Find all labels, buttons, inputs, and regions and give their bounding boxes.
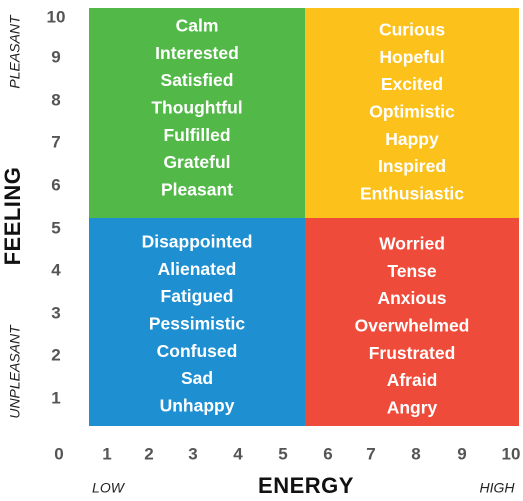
feeling-word: Anxious	[377, 288, 446, 308]
feeling-word: Calm	[176, 16, 219, 36]
feeling-word: Alienated	[158, 259, 237, 279]
feeling-word: Grateful	[163, 152, 230, 172]
feeling-word: Overwhelmed	[355, 316, 470, 336]
feeling-word: Confused	[157, 341, 238, 361]
y-tick-label: 8	[51, 90, 60, 109]
x-tick-label: 5	[278, 444, 287, 463]
y-top-label: PLEASANT	[7, 14, 23, 89]
x-axis-title: ENERGY	[258, 473, 354, 498]
feeling-word: Frustrated	[369, 343, 456, 363]
x-right-label: HIGH	[480, 480, 516, 496]
feeling-word: Thoughtful	[151, 98, 242, 118]
quadrant	[305, 8, 519, 218]
x-tick-label: 4	[233, 444, 243, 463]
x-tick-label: 3	[188, 444, 197, 463]
x-left-label: LOW	[92, 480, 126, 496]
feeling-word: Tense	[387, 261, 437, 281]
y-bottom-label: UNPLEASANT	[7, 324, 23, 419]
x-tick-label: 1	[102, 444, 111, 463]
x-tick-label: 8	[411, 444, 420, 463]
feeling-word: Interested	[155, 43, 239, 63]
x-tick-label: 7	[366, 444, 375, 463]
x-tick-label: 10	[502, 444, 521, 463]
feeling-word: Disappointed	[142, 232, 253, 252]
feeling-word: Fulfilled	[163, 125, 230, 145]
feeling-word: Angry	[387, 397, 438, 417]
feeling-word: Enthusiastic	[360, 183, 464, 203]
feeling-word: Pleasant	[161, 179, 233, 199]
feeling-word: Fatigued	[161, 286, 234, 306]
y-axis-title: FEELING	[0, 167, 25, 266]
feeling-word: Inspired	[378, 156, 446, 176]
origin-tick-label: 0	[54, 444, 63, 463]
feeling-word: Curious	[379, 20, 445, 40]
x-tick-label: 2	[144, 444, 153, 463]
quadrant	[89, 218, 305, 426]
y-tick-label: 7	[51, 132, 60, 151]
y-tick-label: 9	[51, 47, 60, 66]
y-tick-label: 10	[47, 7, 66, 26]
x-tick-label: 6	[323, 444, 332, 463]
quadrant	[89, 8, 305, 218]
feeling-word: Excited	[381, 74, 443, 94]
feeling-word: Hopeful	[379, 47, 444, 67]
y-tick-label: 6	[51, 175, 60, 194]
y-tick-label: 3	[51, 303, 60, 322]
feeling-word: Unhappy	[160, 395, 235, 415]
feeling-word: Afraid	[387, 370, 438, 390]
feeling-word: Pessimistic	[149, 314, 246, 334]
y-tick-label: 5	[51, 218, 60, 237]
feeling-word: Happy	[385, 129, 439, 149]
x-tick-label: 9	[457, 444, 466, 463]
quadrant	[305, 218, 519, 426]
y-tick-label: 4	[51, 260, 61, 279]
feeling-word: Optimistic	[369, 102, 455, 122]
feeling-word: Worried	[379, 234, 445, 254]
feeling-word: Sad	[181, 368, 213, 388]
feeling-word: Satisfied	[161, 70, 234, 90]
y-tick-label: 1	[51, 388, 60, 407]
y-tick-label: 2	[51, 345, 60, 364]
